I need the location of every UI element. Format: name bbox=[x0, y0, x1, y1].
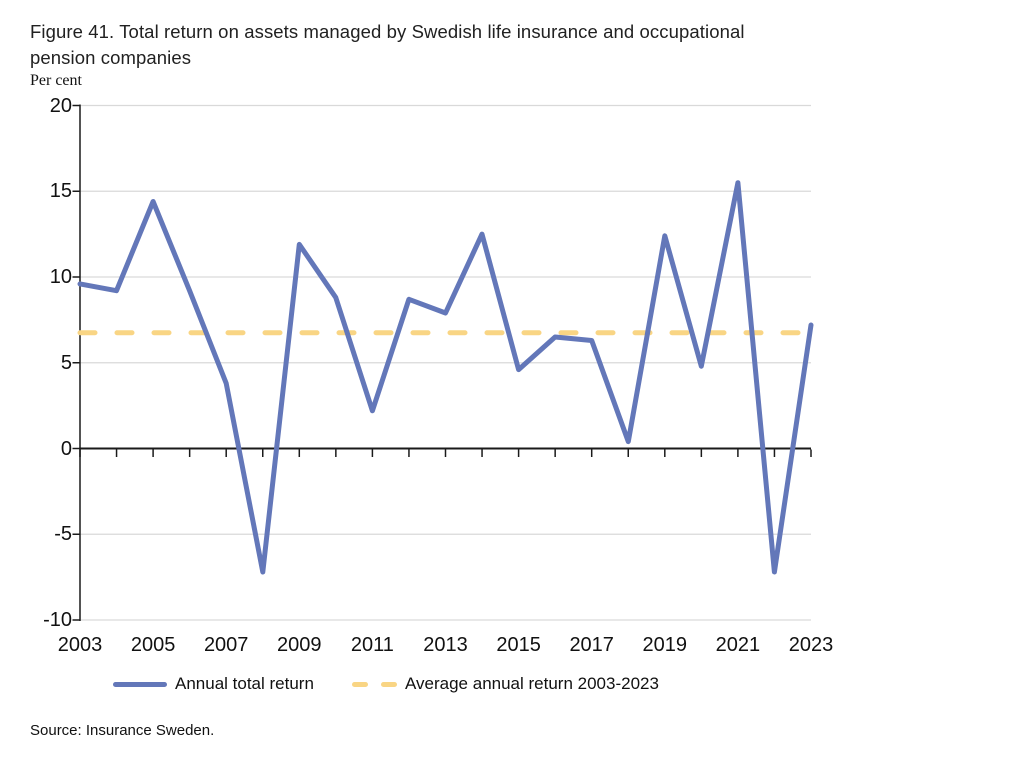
legend-average-return-label: Average annual return 2003-2023 bbox=[405, 674, 659, 693]
y-axis-tick-label: 20 bbox=[49, 94, 72, 117]
x-axis-tick-label: 2009 bbox=[277, 634, 322, 656]
legend-item-average-return: Average annual return 2003-2023 bbox=[352, 673, 659, 695]
figure-title-line-2: pension companies bbox=[30, 47, 192, 68]
y-axis-tick-label: 10 bbox=[49, 266, 72, 288]
dash-segment bbox=[381, 681, 397, 687]
solid-line-swatch-icon bbox=[113, 681, 167, 687]
source-note: Source: Insurance Sweden. bbox=[30, 722, 215, 739]
y-axis-tick-label: 15 bbox=[49, 180, 72, 203]
y-axis-tick-label: -10 bbox=[43, 609, 72, 631]
dashed-line-swatch-icon bbox=[352, 681, 397, 687]
x-axis-tick-label: 2003 bbox=[57, 634, 103, 656]
x-axis-tick-label: 2017 bbox=[569, 634, 614, 656]
x-axis-tick-label: 2011 bbox=[350, 634, 394, 656]
x-axis-tick-label: 2013 bbox=[423, 634, 468, 656]
x-axis-tick-label: 2023 bbox=[788, 634, 834, 656]
x-axis-tick-label: 2015 bbox=[496, 634, 541, 656]
figure-title-line-1: Figure 41. Total return on assets manage… bbox=[30, 21, 745, 42]
x-axis-tick-label: 2007 bbox=[203, 634, 249, 656]
legend-item-annual-return: Annual total return bbox=[113, 673, 314, 695]
dash-segment bbox=[352, 681, 368, 687]
annual-return-line bbox=[77, 180, 814, 575]
figure-title: Figure 41. Total return on assets manage… bbox=[30, 19, 745, 71]
y-axis-tick-label: 0 bbox=[60, 437, 72, 460]
legend-annual-return-label: Annual total return bbox=[175, 674, 314, 693]
y-axis-tick-label: 5 bbox=[60, 351, 72, 374]
y-axis-tick-label: -5 bbox=[54, 523, 72, 546]
x-axis-tick-label: 2019 bbox=[642, 634, 688, 656]
y-axis-unit-label: Per cent bbox=[30, 72, 82, 89]
x-axis-tick-label: 2021 bbox=[715, 634, 761, 656]
x-axis-tick-label: 2005 bbox=[130, 634, 176, 656]
